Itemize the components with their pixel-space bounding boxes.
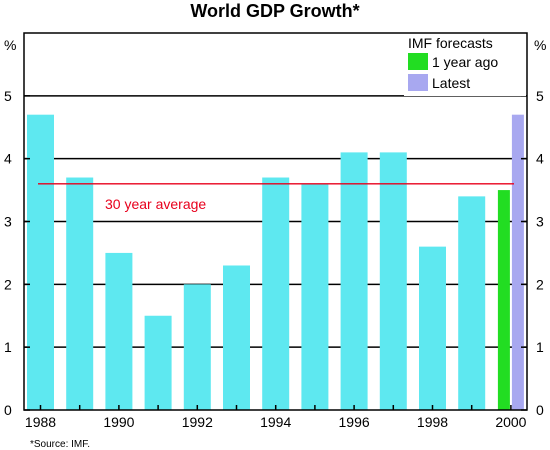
average-line-group: 30 year average xyxy=(38,183,514,212)
bar-1998 xyxy=(419,246,446,410)
y-tick-label-right-2: 2 xyxy=(536,276,544,292)
legend-swatch-1-year-ago xyxy=(408,53,428,70)
bar-1994 xyxy=(262,177,290,410)
chart-title: World GDP Growth* xyxy=(190,1,359,21)
legend-title: IMF forecasts xyxy=(408,35,493,51)
source-note: *Source: IMF. xyxy=(30,439,90,450)
bars xyxy=(27,114,524,410)
bar-2000-latest xyxy=(511,114,524,410)
average-line-label: 30 year average xyxy=(105,196,206,212)
x-tick-label-1998: 1998 xyxy=(417,414,448,430)
bar-2000-1-year-ago xyxy=(497,190,510,410)
bar-1997 xyxy=(379,152,407,410)
bar-1993 xyxy=(223,265,250,410)
x-tick-label-1988: 1988 xyxy=(25,414,56,430)
y-tick-label-left-5: 5 xyxy=(4,88,12,104)
bar-1988 xyxy=(27,114,54,410)
legend: IMF forecasts 1 year ago Latest xyxy=(404,34,526,96)
y-axis-unit-right: % xyxy=(534,37,546,53)
y-tick-label-left-4: 4 xyxy=(4,151,12,167)
y-tick-label-right-0: 0 xyxy=(536,402,544,418)
y-axis-unit-left: % xyxy=(4,37,16,53)
bar-1989 xyxy=(66,177,94,410)
bar-1999 xyxy=(458,196,486,410)
x-ticks: 1988 1990 1992 1994 1996 1998 2000 xyxy=(25,405,527,430)
y-tick-label-left-3: 3 xyxy=(4,214,12,230)
plot-frame xyxy=(23,32,528,411)
y-tick-label-left-1: 1 xyxy=(4,339,12,355)
bar-1992 xyxy=(183,284,211,410)
bar-1995 xyxy=(301,183,329,410)
legend-label-latest: Latest xyxy=(432,75,470,91)
y-tick-label-left-2: 2 xyxy=(4,276,12,292)
x-tick-label-1990: 1990 xyxy=(103,414,134,430)
x-tick-label-1994: 1994 xyxy=(260,414,291,430)
legend-swatch-latest xyxy=(408,74,428,91)
bar-1996 xyxy=(340,152,368,410)
y-ticks-left: 0 1 2 3 4 5 xyxy=(4,88,30,418)
y-ticks-right: 0 1 2 3 4 5 xyxy=(521,88,544,418)
x-tick-label-1992: 1992 xyxy=(182,414,213,430)
y-tick-label-right-3: 3 xyxy=(536,214,544,230)
legend-label-1-year-ago: 1 year ago xyxy=(432,54,498,70)
x-tick-label-2000: 2000 xyxy=(495,414,526,430)
x-tick-label-1996: 1996 xyxy=(339,414,370,430)
bar-1990 xyxy=(105,252,133,410)
y-tick-label-right-1: 1 xyxy=(536,339,544,355)
y-tick-label-right-4: 4 xyxy=(536,151,544,167)
y-tick-label-left-0: 0 xyxy=(4,402,12,418)
y-tick-label-right-5: 5 xyxy=(536,88,544,104)
bar-1991 xyxy=(144,315,172,410)
